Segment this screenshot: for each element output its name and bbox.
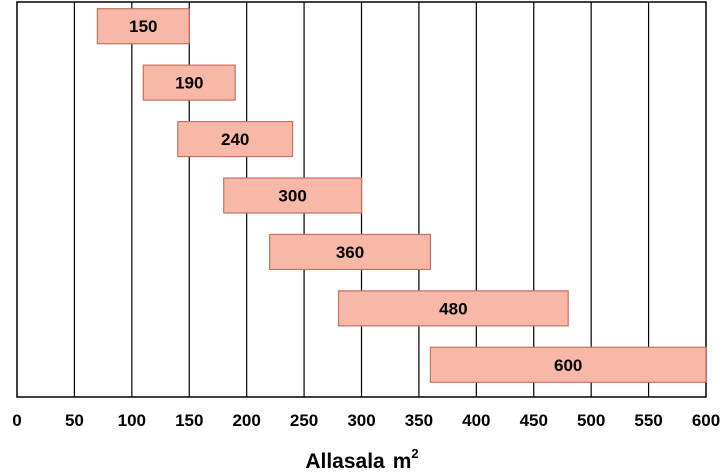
bar-label-480: 480 <box>439 299 467 318</box>
x-tick-label-100: 100 <box>118 411 146 430</box>
grid-lines <box>16 1 707 398</box>
bar-600: 600 <box>429 346 707 383</box>
bar-rect-150 <box>96 8 190 45</box>
x-axis-unit: m <box>393 450 412 473</box>
bar-rect-240 <box>177 120 294 158</box>
bar-240: 240 <box>177 120 294 158</box>
bar-rect-190 <box>142 64 236 101</box>
x-tick-label-50: 50 <box>65 411 84 430</box>
x-tick-label-300: 300 <box>347 411 375 430</box>
bar-label-150: 150 <box>129 17 157 36</box>
x-tick-label-250: 250 <box>290 411 318 430</box>
x-tick-label-200: 200 <box>232 411 260 430</box>
x-tick-label-150: 150 <box>175 411 203 430</box>
bar-rect-480 <box>337 290 569 327</box>
bars: 150 190 240 300 360 480 600 <box>96 8 707 383</box>
x-tick-label-500: 500 <box>577 411 605 430</box>
x-tick-labels: 0 50 100 150 200 250 300 350 400 450 500 550 600 <box>12 411 720 430</box>
x-tick-label-600: 600 <box>692 411 720 430</box>
x-tick-label-350: 350 <box>405 411 433 430</box>
bar-190: 190 <box>142 64 236 101</box>
bar-150: 150 <box>96 8 190 45</box>
x-axis-unit-exponent: 2 <box>411 446 418 461</box>
bar-label-190: 190 <box>175 74 203 93</box>
bar-rect-300 <box>223 177 363 214</box>
bar-label-360: 360 <box>336 243 364 262</box>
x-axis-title: Allasala m2 <box>305 446 418 473</box>
bar-rect-360 <box>269 233 431 271</box>
bar-480: 480 <box>337 290 569 327</box>
bar-label-600: 600 <box>554 356 582 375</box>
x-tick-label-550: 550 <box>634 411 662 430</box>
x-tick-label-400: 400 <box>462 411 490 430</box>
bar-300: 300 <box>223 177 363 214</box>
x-tick-label-0: 0 <box>12 411 21 430</box>
bar-label-300: 300 <box>278 187 306 206</box>
bar-360: 360 <box>269 233 431 271</box>
bar-label-240: 240 <box>221 130 249 149</box>
x-axis-title-text: Allasala <box>305 450 385 473</box>
bar-rect-600 <box>429 346 707 383</box>
x-tick-label-450: 450 <box>520 411 548 430</box>
